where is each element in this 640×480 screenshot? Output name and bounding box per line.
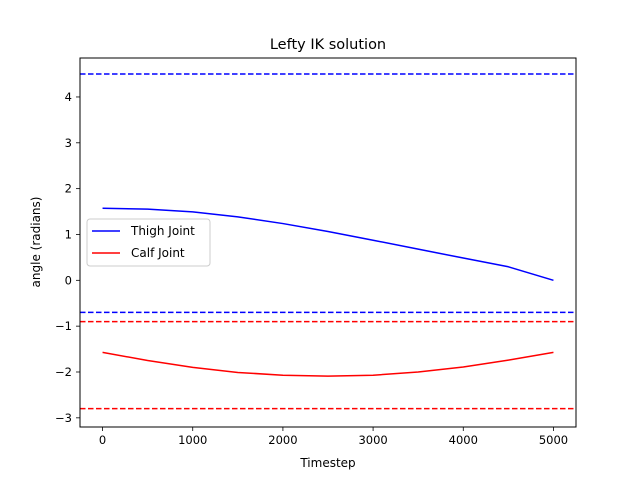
legend-label: Thigh Joint [130,224,195,238]
x-tick-label: 3000 [358,433,387,447]
x-tick-label: 2000 [268,433,297,447]
x-axis: 0 1000 2000 3000 4000 5000 [99,427,568,447]
y-axis: −3 −2 −1 0 1 2 3 4 [55,90,80,425]
chart-title: Lefty IK solution [270,37,386,53]
legend-label: Calf Joint [131,246,185,260]
y-tick-label: 2 [65,182,72,196]
y-tick-label: −2 [55,365,72,379]
series-line-1 [102,207,554,282]
y-tick-label: −1 [55,319,72,333]
x-tick-label: 5000 [539,433,568,447]
x-tick-label: 0 [99,433,106,447]
plot-frame [79,57,577,428]
y-axis-label: angle (radians) [29,197,43,288]
legend: Thigh Joint Calf Joint [86,218,211,267]
y-tick-label: 1 [65,227,72,241]
series-line-2 [102,351,554,377]
plot-area [80,73,576,410]
x-tick-label: 1000 [178,433,207,447]
x-axis-label: Timestep [299,456,355,470]
y-tick-label: −3 [55,411,72,425]
y-tick-label: 4 [65,90,72,104]
x-tick-label: 4000 [449,433,478,447]
y-tick-label: 0 [65,273,72,287]
y-tick-label: 3 [65,136,72,150]
